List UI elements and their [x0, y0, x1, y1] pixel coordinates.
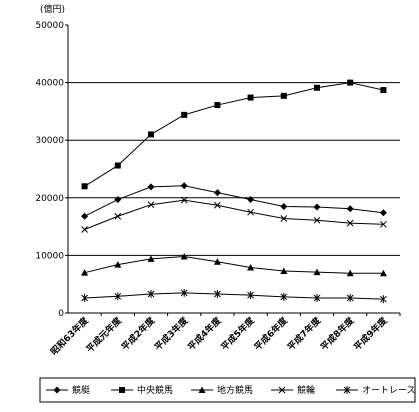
marker	[114, 292, 122, 301]
marker	[313, 203, 321, 211]
marker	[180, 253, 188, 260]
marker	[147, 255, 155, 262]
marker	[81, 212, 89, 220]
marker	[346, 269, 354, 277]
marker	[247, 263, 255, 271]
marker	[114, 212, 122, 220]
unit-label: (億円)	[40, 3, 65, 15]
marker	[280, 215, 288, 222]
marker	[247, 208, 254, 216]
legend-label: 競艇	[72, 384, 90, 396]
marker	[81, 269, 89, 276]
marker	[53, 386, 61, 394]
marker	[278, 386, 286, 394]
marker	[114, 162, 121, 169]
marker	[280, 202, 288, 210]
marker	[313, 216, 321, 224]
marker	[380, 220, 387, 228]
marker	[214, 201, 221, 209]
marker	[180, 288, 188, 297]
y-tick-label: 30000	[35, 136, 64, 146]
series-line	[84, 292, 384, 300]
x-tick-label: 平成6年度	[252, 314, 291, 353]
marker	[379, 269, 387, 277]
y-tick-label: 0	[58, 309, 64, 319]
marker	[380, 87, 387, 94]
marker	[314, 84, 320, 91]
marker	[180, 196, 188, 204]
marker	[346, 219, 354, 227]
legend-label: オートレース	[362, 385, 416, 396]
legend-label: 競輪	[297, 384, 315, 396]
marker	[81, 294, 88, 303]
legend-label: 地方競馬	[217, 384, 253, 396]
marker	[347, 79, 354, 86]
marker	[148, 131, 154, 138]
marker	[213, 189, 221, 197]
marker	[147, 289, 155, 298]
marker	[313, 294, 321, 303]
x-tick-label: 平成8年度	[318, 314, 357, 353]
marker	[346, 294, 354, 303]
marker	[280, 292, 288, 301]
marker	[147, 183, 155, 191]
marker	[380, 295, 387, 304]
y-tick-label: 20000	[35, 194, 64, 204]
series-line	[84, 256, 384, 274]
x-tick-label: 平成2年度	[119, 314, 158, 353]
marker	[346, 205, 354, 213]
marker	[214, 289, 221, 298]
marker	[81, 183, 88, 190]
y-tick-label: 10000	[35, 251, 64, 261]
marker	[213, 258, 221, 265]
marker	[198, 386, 206, 393]
series-line	[84, 82, 384, 187]
y-tick-label: 40000	[35, 79, 64, 89]
x-tick-label: 平成3年度	[152, 314, 191, 353]
marker	[280, 267, 288, 274]
marker	[280, 92, 287, 99]
legend-label: 中央競馬	[137, 384, 173, 396]
x-tick-label: 平成7年度	[285, 314, 324, 353]
x-tick-label: 平成4年度	[185, 314, 224, 353]
marker	[81, 226, 88, 233]
x-tick-label: 平成元年度	[84, 314, 125, 355]
marker	[214, 102, 221, 109]
x-tick-label: 平成9年度	[351, 314, 390, 353]
marker	[247, 94, 254, 101]
x-tick-label: 平成5年度	[218, 314, 257, 353]
marker	[114, 196, 122, 204]
marker	[247, 291, 254, 300]
marker	[379, 209, 387, 217]
series-line	[84, 185, 384, 217]
marker	[313, 268, 321, 276]
marker	[180, 182, 188, 190]
marker	[119, 387, 125, 393]
marker	[181, 111, 188, 118]
x-tick-label: 昭和63年度	[48, 314, 92, 358]
marker	[247, 196, 255, 204]
series-line	[84, 199, 384, 230]
y-tick-label: 50000	[35, 21, 64, 31]
marker	[114, 261, 122, 268]
marker	[147, 201, 155, 209]
marker	[343, 386, 351, 394]
